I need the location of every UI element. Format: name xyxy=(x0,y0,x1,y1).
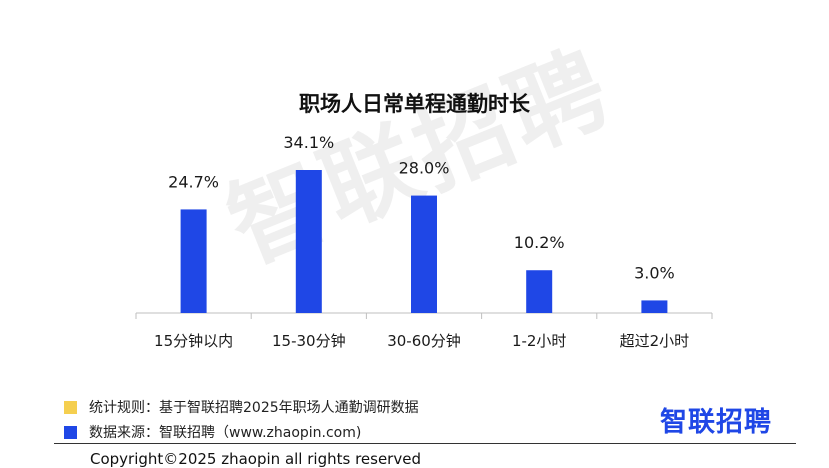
footnote-source: 数据来源：智联招聘（www.zhaopin.com) xyxy=(64,422,361,442)
bar-1 xyxy=(180,209,207,313)
yellow-square-icon xyxy=(64,400,77,414)
footnote-source-text: 数据来源：智联招聘（www.zhaopin.com) xyxy=(89,425,362,441)
data-label: 3.0% xyxy=(634,263,675,282)
footnote-rule-text: 统计规则：基于智联招聘2025年职场人通勤调研数据 xyxy=(89,400,419,416)
x-tick-label: 超过2小时 xyxy=(620,332,690,350)
brand-logo: 智联招聘 xyxy=(660,407,772,438)
chart-title: 职场人日常单程通勤时长 xyxy=(299,92,530,116)
bar-3 xyxy=(411,195,437,313)
footnote-rule: 统计规则：基于智联招聘2025年职场人通勤调研数据 xyxy=(64,397,419,417)
x-tick-label: 15分钟以内 xyxy=(154,332,233,350)
bar-4 xyxy=(526,270,553,313)
data-label: 34.1% xyxy=(283,133,334,152)
bar-5 xyxy=(641,300,668,313)
x-tick-label: 30-60分钟 xyxy=(387,332,461,350)
bar-2 xyxy=(295,170,322,313)
blue-square-icon xyxy=(64,425,77,439)
x-tick-label: 15-30分钟 xyxy=(272,332,346,350)
footer-divider xyxy=(54,443,796,444)
bar-chart: 24.7% 15分钟以内 34.1% 15-30分钟 28.0% 30-60分钟 10.2%… xyxy=(135,133,713,350)
copyright-text: Copyright©2025 zhaopin all rights reserv… xyxy=(90,450,421,468)
data-label: 10.2% xyxy=(514,233,565,252)
data-label: 24.7% xyxy=(168,172,219,191)
x-tick-label: 1-2小时 xyxy=(512,332,567,350)
data-label: 28.0% xyxy=(399,159,450,178)
